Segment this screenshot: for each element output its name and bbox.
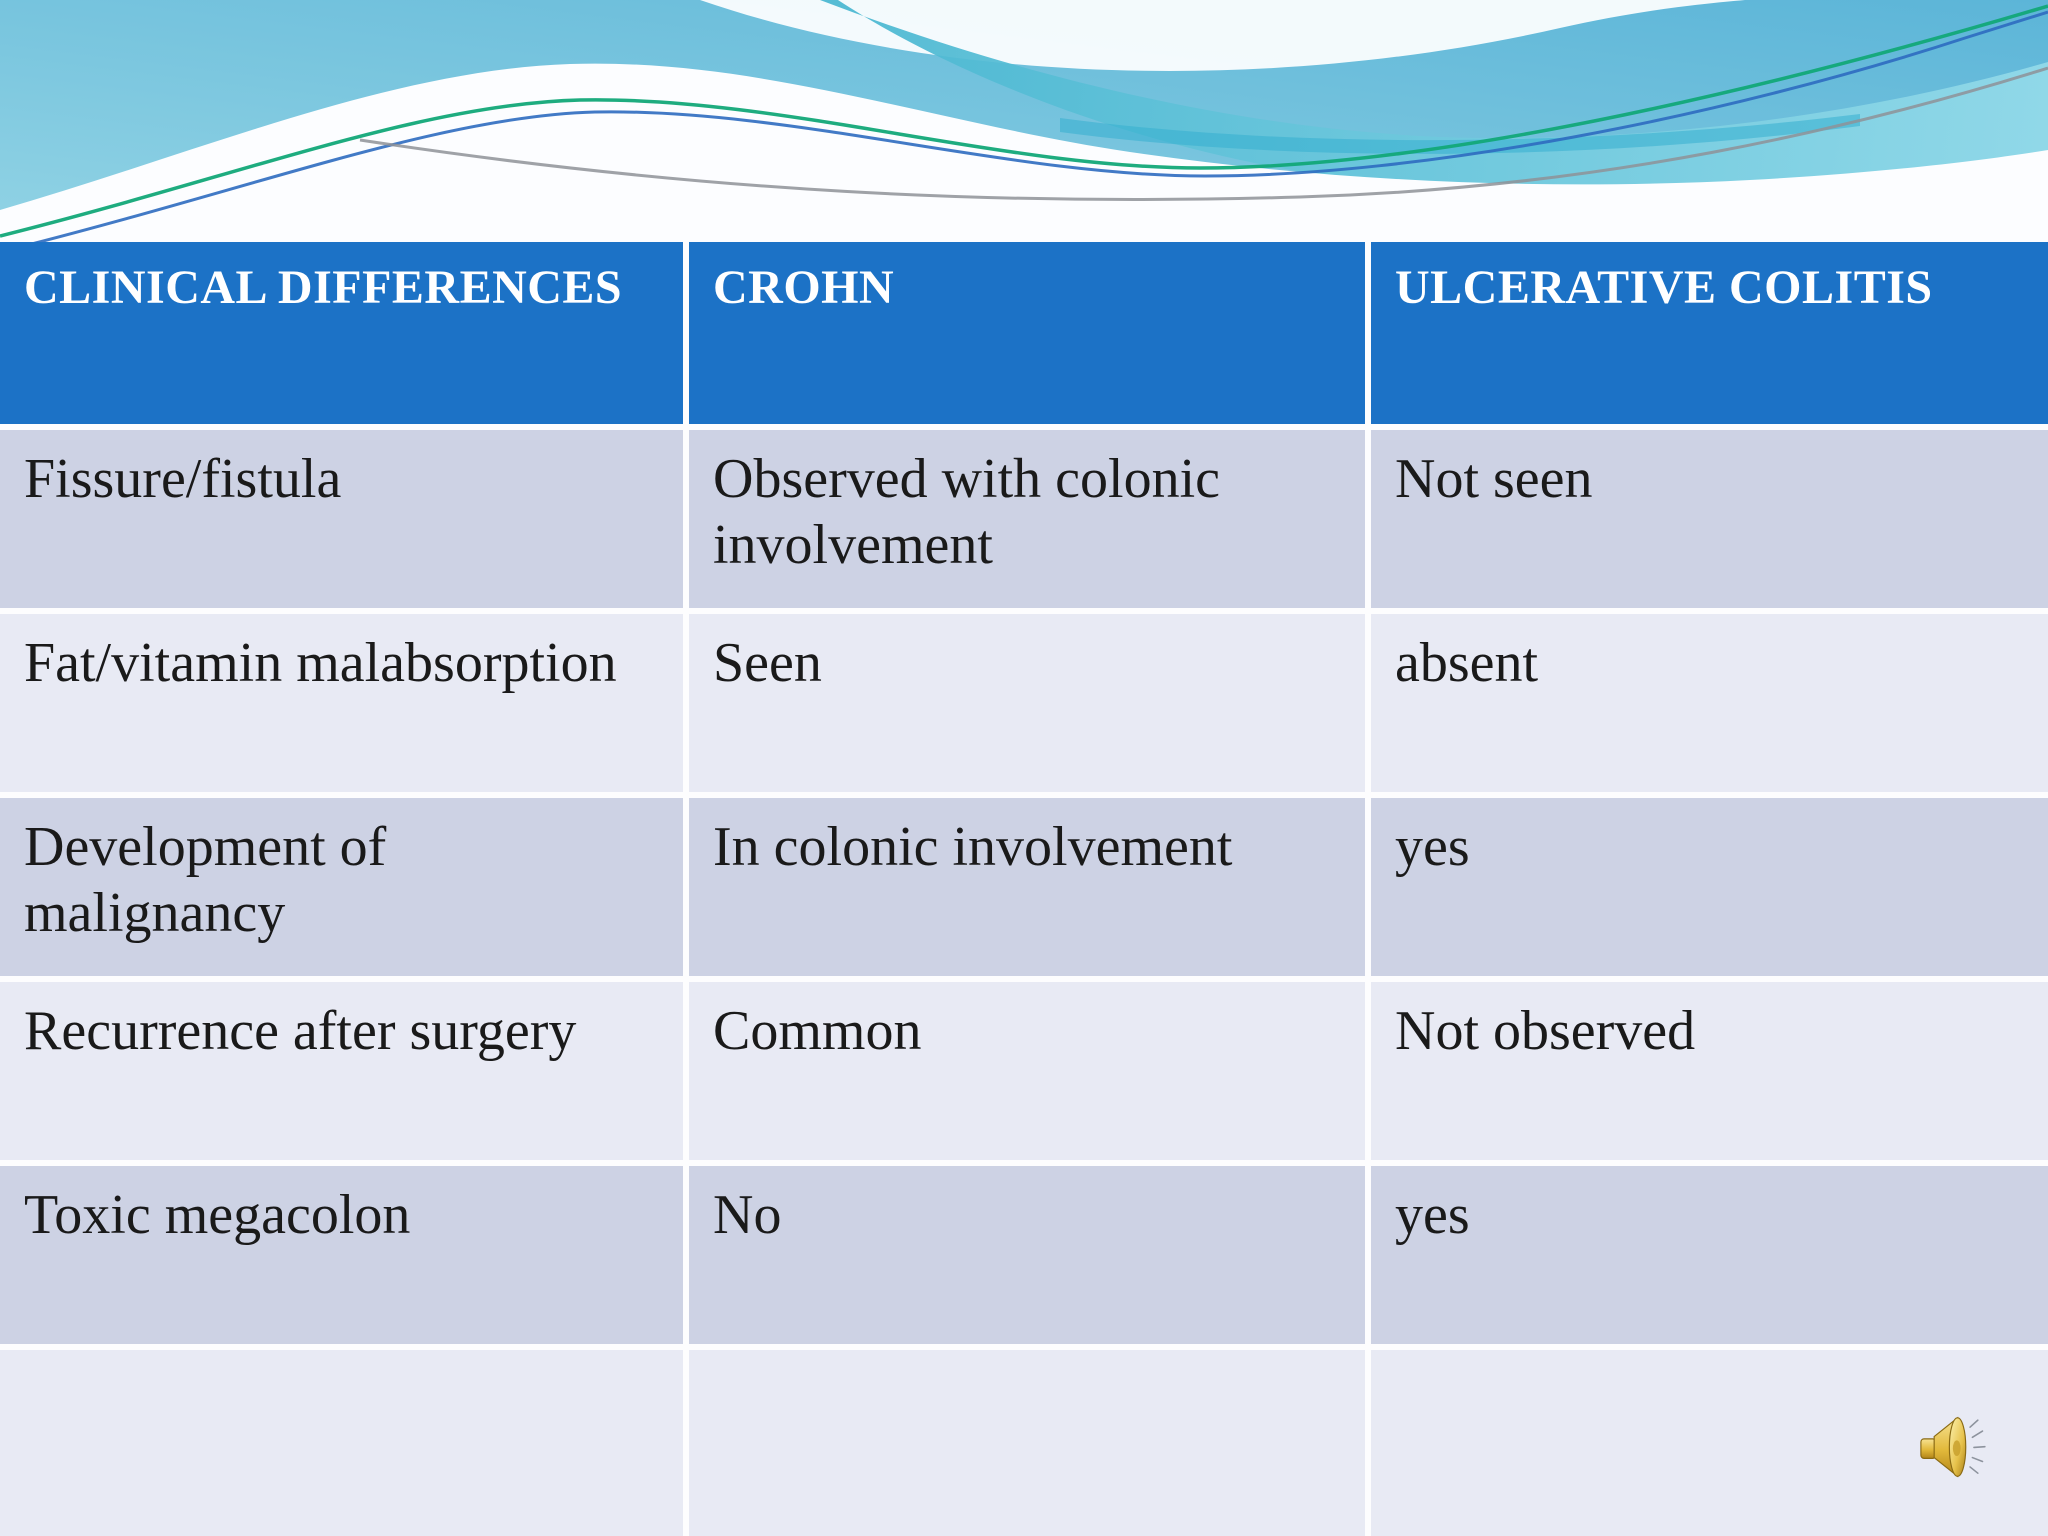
cell-r1-c2: Observed with colonic involvement <box>689 430 1365 608</box>
banner-wave-decoration <box>0 0 2048 252</box>
cell-r1-c1: Fissure/fistula <box>0 430 683 608</box>
cell-r2-c3: absent <box>1371 614 2048 792</box>
cell-r4-c3: Not observed <box>1371 982 2048 1160</box>
comparison-table: CLINICAL DIFFERENCES CROHN ULCERATIVE CO… <box>0 242 2048 1536</box>
header-cell-ulcerative-colitis: ULCERATIVE COLITIS <box>1371 242 2048 424</box>
cell-r5-c3: yes <box>1371 1166 2048 1344</box>
audio-speaker-icon[interactable] <box>1917 1412 1995 1486</box>
cell-r6-c1 <box>0 1350 683 1536</box>
cell-r4-c2: Common <box>689 982 1365 1160</box>
cell-r6-c2 <box>689 1350 1365 1536</box>
speaker-icon <box>1920 1416 1986 1478</box>
cell-r2-c1: Fat/vitamin malabsorption <box>0 614 683 792</box>
cell-r3-c1: Development of malignancy <box>0 798 683 976</box>
cell-r2-c2: Seen <box>689 614 1365 792</box>
header-cell-clinical-differences: CLINICAL DIFFERENCES <box>0 242 683 424</box>
cell-r5-c1: Toxic megacolon <box>0 1166 683 1344</box>
cell-r3-c2: In colonic involvement <box>689 798 1365 976</box>
wave-graphic <box>0 0 2048 252</box>
header-cell-crohn: CROHN <box>689 242 1365 424</box>
cell-r1-c3: Not seen <box>1371 430 2048 608</box>
cell-r4-c1: Recurrence after surgery <box>0 982 683 1160</box>
cell-r5-c2: No <box>689 1166 1365 1344</box>
cell-r3-c3: yes <box>1371 798 2048 976</box>
